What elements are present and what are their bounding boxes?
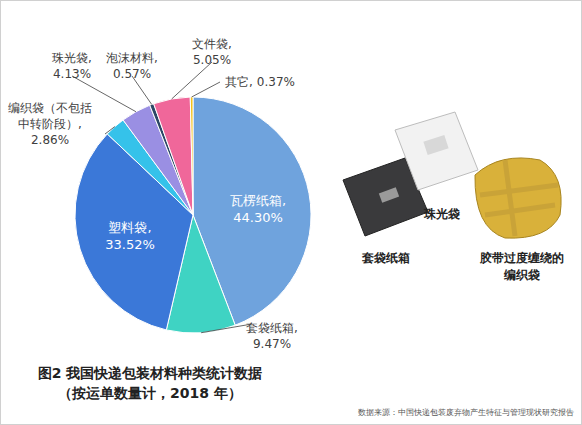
- leader-line: [172, 62, 212, 99]
- source: 数据来源：中国快递包装废弃物产生特征与管理现状研究报告: [358, 408, 574, 417]
- photo-tape: [480, 160, 558, 236]
- data-label: 编织袋（不包括中转阶段）, 2.86%: [8, 101, 92, 147]
- label-category: 珠光袋,: [52, 51, 92, 65]
- label-category: 中转阶段）,: [18, 117, 82, 131]
- data-label: 文件袋, 5.05%: [192, 37, 232, 67]
- data-label: 塑料袋, 33.52%: [105, 220, 155, 252]
- label-category: 编织袋（不包括: [8, 101, 92, 115]
- slice: [154, 97, 193, 215]
- slice: [190, 97, 193, 215]
- label-value: 4.13%: [53, 67, 91, 81]
- label-value: 33.52%: [105, 237, 155, 252]
- caption-line: 胶带过度缠绕的: [479, 251, 564, 265]
- label-category: 塑料袋,: [108, 220, 151, 235]
- photo-caption: 胶带过度缠绕的编织袋: [479, 251, 564, 282]
- subtitle: （按运单数量计，2018 年）: [58, 385, 242, 401]
- photos: [343, 112, 561, 238]
- data-label: 泡沫材料, 0.57%: [106, 51, 158, 81]
- data-label: 瓦楞纸箱, 44.30%: [230, 193, 286, 225]
- title: 图2 我国快递包装材料种类统计数据: [38, 365, 263, 381]
- label-value: 5.05%: [193, 53, 231, 67]
- photo-detail: [423, 135, 448, 155]
- caption-line: 珠光袋: [423, 207, 460, 221]
- chart: 瓦楞纸箱, 44.30% 套袋纸箱, 9.47% 塑料袋, 33.52% 编织袋（不包括中转…: [0, 0, 582, 425]
- label-value: 2.86%: [31, 133, 69, 147]
- photo-pearl-bag: [395, 112, 478, 190]
- data-label: 珠光袋, 4.13%: [52, 51, 92, 81]
- caption-line: 套袋纸箱: [361, 251, 410, 265]
- label-category: 泡沫材料,: [106, 51, 158, 65]
- frame: [1, 1, 582, 425]
- label-category: 套袋纸箱,: [246, 321, 298, 335]
- label-category: 其它,: [225, 75, 253, 89]
- label-value: 0.37%: [257, 75, 295, 89]
- photo-woven-bag: [475, 158, 561, 238]
- leader-line: [72, 76, 136, 112]
- photo-caption: 套袋纸箱: [361, 251, 410, 265]
- data-labels: 瓦楞纸箱, 44.30% 套袋纸箱, 9.47% 塑料袋, 33.52% 编织袋（不包括中转…: [8, 37, 298, 351]
- leader-line: [192, 82, 220, 97]
- leader-line: [201, 324, 252, 333]
- label-value: 0.57%: [113, 67, 151, 81]
- data-label: 其它, 0.37%: [225, 75, 295, 89]
- photo-detail: [379, 187, 399, 203]
- data-label: 套袋纸箱, 9.47%: [246, 321, 298, 351]
- leader-line: [105, 127, 115, 134]
- photo-caption: 珠光袋: [423, 207, 460, 221]
- label-value: 44.30%: [233, 210, 283, 225]
- pie: [75, 97, 311, 333]
- caption-line: 编织袋: [503, 268, 540, 282]
- label-category: 文件袋,: [192, 37, 232, 51]
- label-category: 瓦楞纸箱,: [230, 193, 286, 208]
- label-value: 9.47%: [253, 337, 291, 351]
